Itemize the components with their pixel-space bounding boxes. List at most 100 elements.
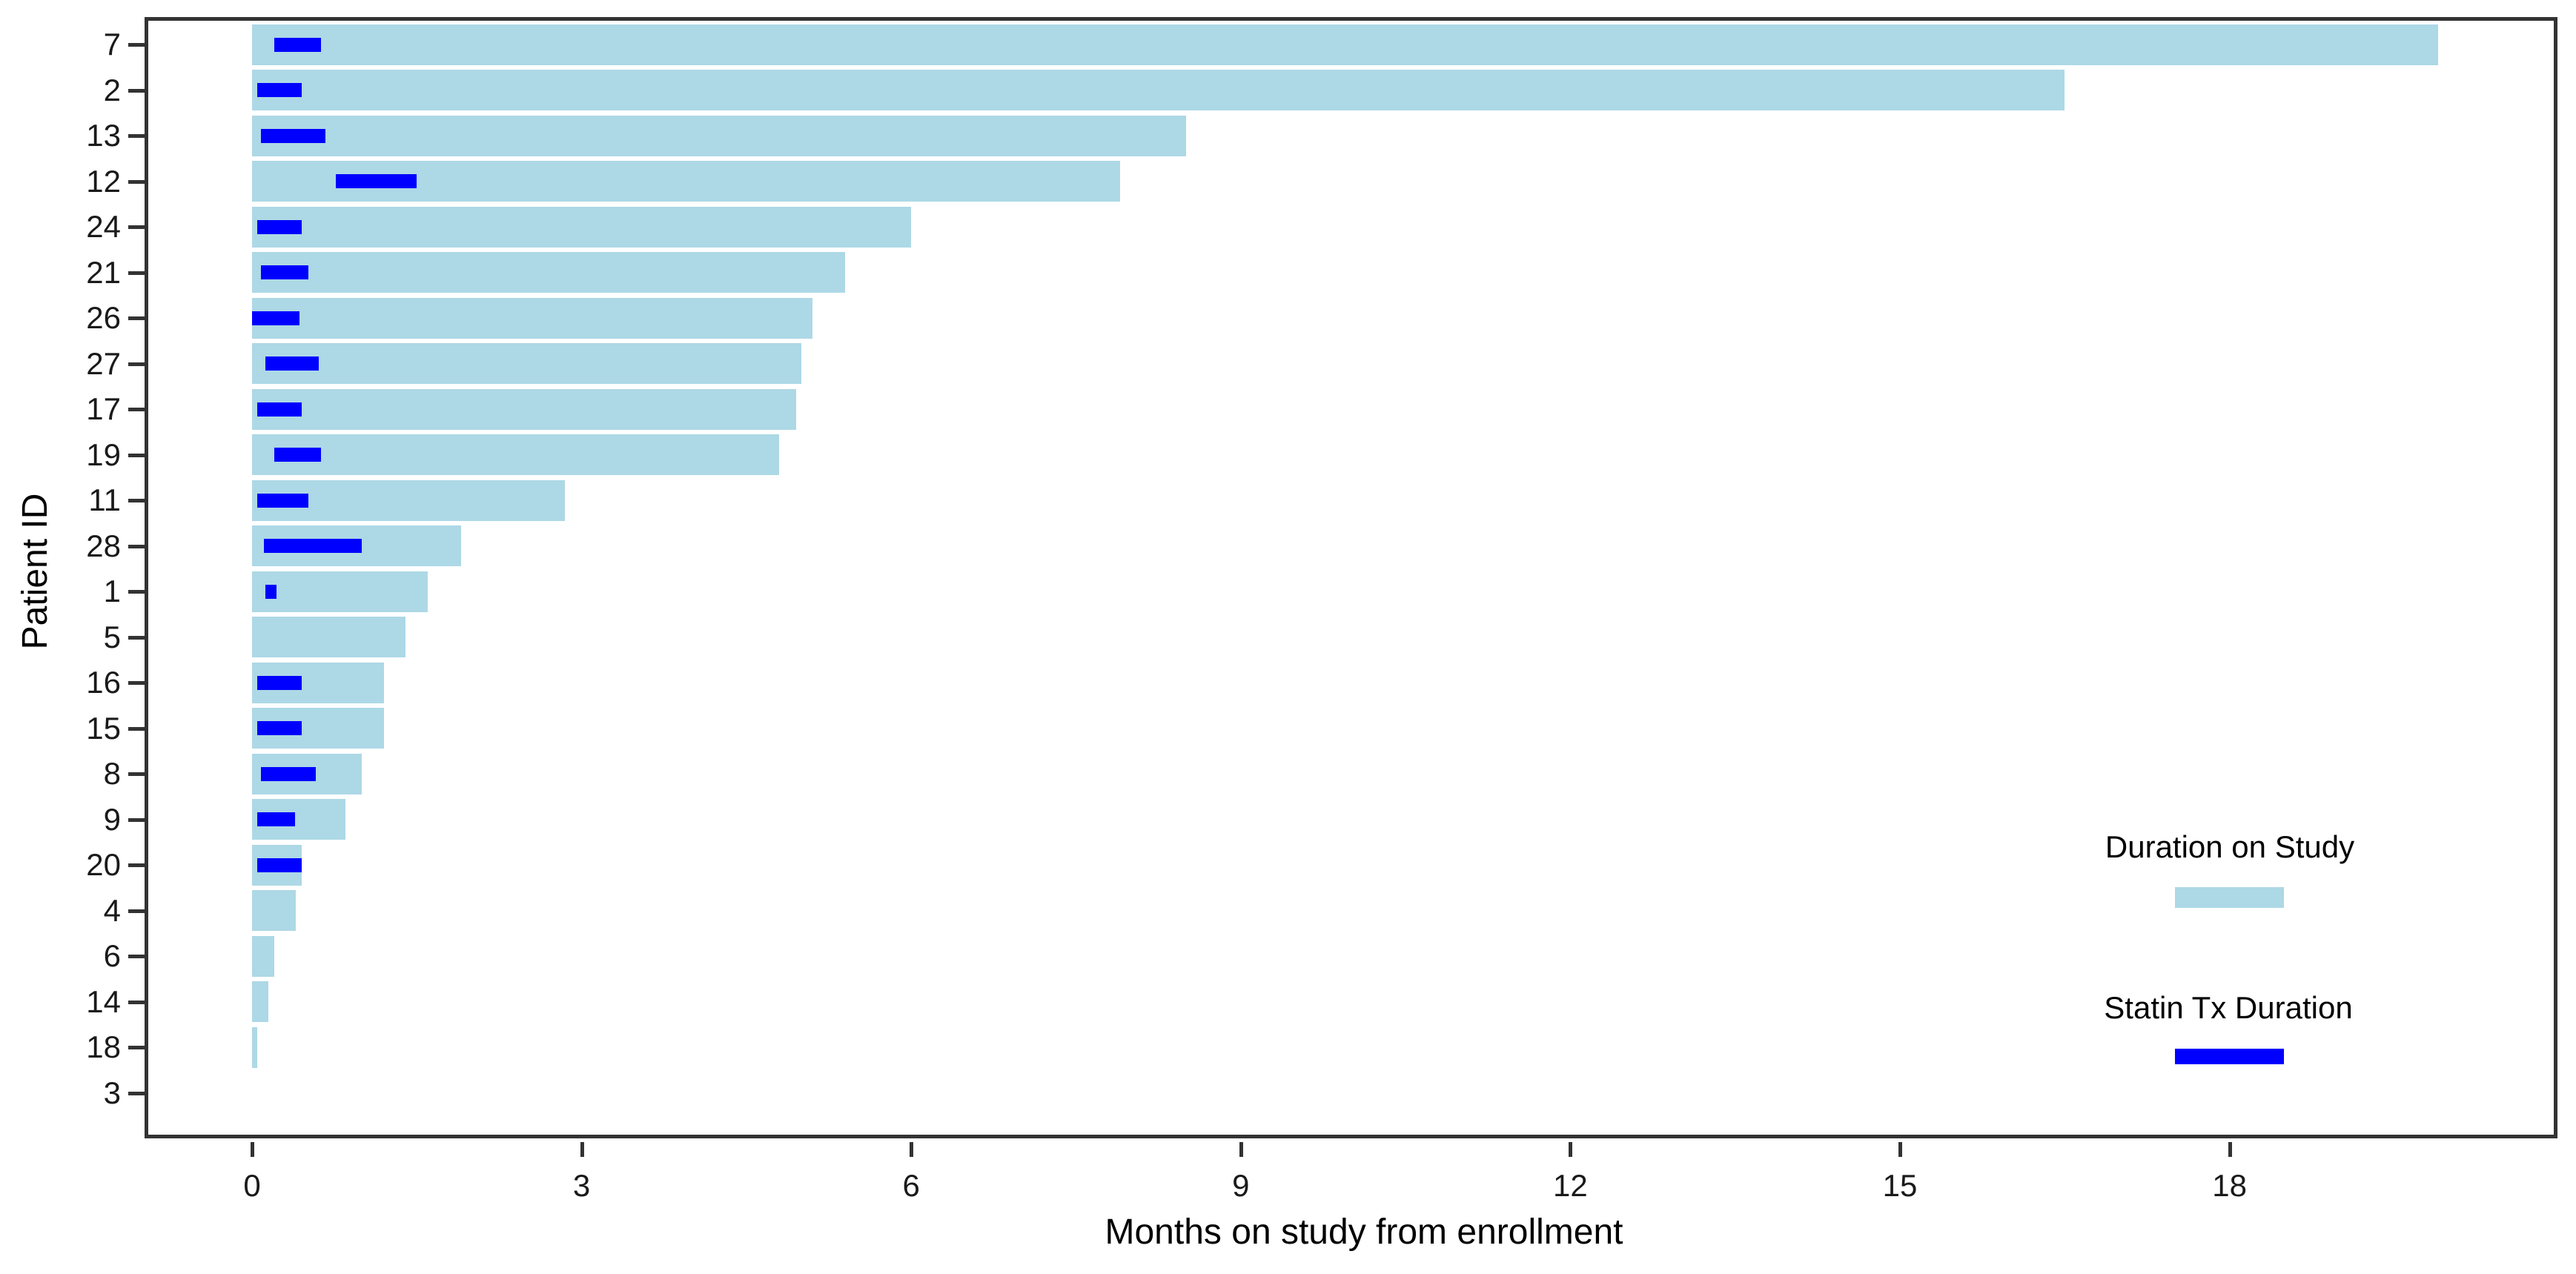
y-tick-label-patient-21: 21 xyxy=(86,254,121,290)
y-tick-label-patient-6: 6 xyxy=(103,938,121,973)
y-tick-patient-26 xyxy=(128,316,145,320)
y-tick-patient-17 xyxy=(128,408,145,411)
x-tick-18 xyxy=(2228,1142,2232,1157)
statin-bar-patient-9 xyxy=(257,812,295,826)
duration-bar-patient-24 xyxy=(252,206,912,248)
y-tick-patient-4 xyxy=(128,909,145,913)
y-tick-label-patient-14: 14 xyxy=(86,983,121,1019)
y-tick-patient-27 xyxy=(128,362,145,366)
y-tick-label-patient-11: 11 xyxy=(88,482,121,517)
x-tick-label-9: 9 xyxy=(1232,1168,1250,1203)
y-tick-patient-14 xyxy=(128,1000,145,1004)
y-tick-label-patient-16: 16 xyxy=(86,665,121,700)
y-tick-label-patient-18: 18 xyxy=(86,1029,121,1064)
y-tick-patient-16 xyxy=(128,681,145,685)
y-tick-patient-11 xyxy=(128,499,145,502)
y-tick-patient-5 xyxy=(128,635,145,640)
duration-bar-patient-27 xyxy=(252,343,801,384)
y-tick-label-patient-12: 12 xyxy=(86,163,121,199)
statin-bar-patient-21 xyxy=(260,265,308,279)
y-tick-label-patient-4: 4 xyxy=(103,892,121,928)
y-tick-patient-24 xyxy=(128,225,145,229)
y-tick-label-patient-2: 2 xyxy=(103,72,121,107)
y-tick-label-patient-5: 5 xyxy=(103,619,121,654)
y-tick-patient-20 xyxy=(128,863,145,867)
legend-label-statin-tx-duration: Statin Tx Duration xyxy=(2104,990,2353,1025)
duration-bar-patient-6 xyxy=(252,935,274,977)
duration-bar-patient-1 xyxy=(252,571,428,612)
y-tick-patient-3 xyxy=(128,1091,145,1095)
statin-bar-patient-28 xyxy=(264,539,362,553)
duration-bar-patient-13 xyxy=(252,115,1186,156)
x-tick-label-12: 12 xyxy=(1553,1168,1588,1203)
y-tick-patient-19 xyxy=(128,453,145,457)
y-tick-label-patient-17: 17 xyxy=(86,391,121,426)
statin-bar-patient-24 xyxy=(257,219,302,234)
statin-bar-patient-16 xyxy=(257,675,302,690)
x-tick-label-0: 0 xyxy=(243,1168,261,1203)
statin-bar-patient-15 xyxy=(257,721,302,735)
y-tick-patient-9 xyxy=(128,817,145,822)
x-tick-15 xyxy=(1898,1142,1902,1157)
legend-label-duration-on-study: Duration on Study xyxy=(2105,829,2355,864)
x-axis-title: Months on study from enrollment xyxy=(1105,1212,1623,1252)
duration-bar-patient-5 xyxy=(252,617,406,657)
y-tick-patient-6 xyxy=(128,955,145,958)
duration-bar-patient-19 xyxy=(252,434,780,475)
y-tick-label-patient-19: 19 xyxy=(86,437,121,472)
x-tick-label-15: 15 xyxy=(1882,1168,1918,1203)
plot-area xyxy=(145,17,2557,1138)
y-tick-label-patient-13: 13 xyxy=(86,118,121,153)
y-tick-label-patient-15: 15 xyxy=(86,710,121,746)
statin-bar-patient-11 xyxy=(257,493,308,508)
x-tick-3 xyxy=(580,1142,584,1157)
y-tick-patient-12 xyxy=(128,179,145,184)
y-tick-label-patient-1: 1 xyxy=(103,574,121,608)
y-tick-patient-28 xyxy=(128,544,145,548)
statin-bar-patient-27 xyxy=(265,356,319,371)
y-tick-label-patient-20: 20 xyxy=(86,847,121,882)
statin-bar-patient-8 xyxy=(260,766,316,781)
y-tick-patient-1 xyxy=(128,590,145,594)
duration-bar-patient-21 xyxy=(252,252,846,293)
duration-bar-patient-14 xyxy=(252,981,269,1022)
x-tick-label-6: 6 xyxy=(902,1168,920,1203)
y-tick-patient-18 xyxy=(128,1046,145,1049)
y-tick-patient-13 xyxy=(128,134,145,138)
y-tick-label-patient-9: 9 xyxy=(103,801,121,837)
duration-bar-patient-7 xyxy=(252,24,2439,65)
duration-bar-patient-18 xyxy=(252,1026,258,1068)
statin-bar-patient-1 xyxy=(265,584,277,599)
statin-bar-patient-17 xyxy=(257,402,302,417)
y-tick-label-patient-27: 27 xyxy=(86,345,121,381)
y-tick-label-patient-8: 8 xyxy=(103,756,121,791)
legend-swatch-statin-tx-duration xyxy=(2175,1049,2284,1064)
duration-bar-patient-2 xyxy=(252,70,2065,110)
x-tick-0 xyxy=(251,1142,254,1157)
y-tick-label-patient-24: 24 xyxy=(86,209,121,244)
statin-bar-patient-2 xyxy=(257,83,302,97)
y-tick-patient-2 xyxy=(128,88,145,93)
x-tick-9 xyxy=(1239,1142,1243,1157)
statin-bar-patient-26 xyxy=(252,311,299,325)
duration-bar-patient-4 xyxy=(252,890,297,931)
duration-bar-patient-26 xyxy=(252,297,812,339)
y-tick-label-patient-28: 28 xyxy=(86,528,121,563)
statin-bar-patient-20 xyxy=(257,857,302,872)
x-tick-6 xyxy=(910,1142,914,1157)
legend-swatch-duration-on-study xyxy=(2175,887,2284,908)
statin-bar-patient-12 xyxy=(335,174,417,188)
y-tick-patient-21 xyxy=(128,271,145,275)
plot-bars-container xyxy=(148,21,2554,1135)
duration-bar-patient-17 xyxy=(252,388,796,430)
statin-bar-patient-13 xyxy=(260,128,326,143)
y-tick-label-patient-7: 7 xyxy=(103,27,121,62)
x-tick-12 xyxy=(1569,1142,1573,1157)
y-tick-label-patient-26: 26 xyxy=(86,300,121,335)
statin-bar-patient-7 xyxy=(274,37,322,52)
x-tick-label-3: 3 xyxy=(572,1168,591,1203)
x-tick-label-18: 18 xyxy=(2212,1168,2247,1203)
statin-bar-patient-19 xyxy=(274,448,322,462)
y-tick-patient-15 xyxy=(128,726,145,731)
